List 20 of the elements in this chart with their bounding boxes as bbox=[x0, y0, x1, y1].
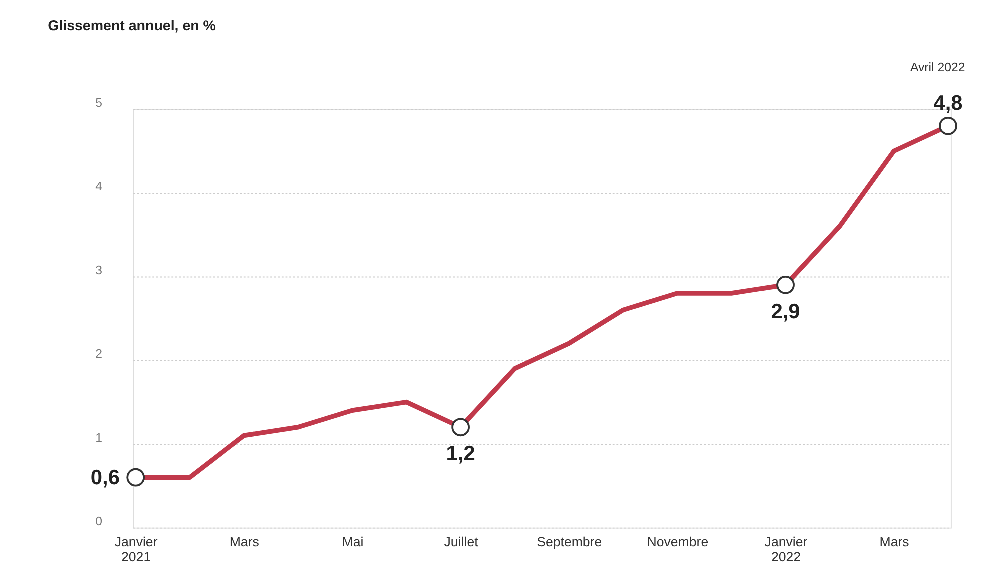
y-tick-label: 4 bbox=[96, 180, 103, 194]
data-label: 1,2 bbox=[446, 442, 476, 466]
y-tick-label: 3 bbox=[96, 263, 103, 278]
data-label: 2,9 bbox=[771, 300, 800, 324]
x-tick-label: Mars bbox=[880, 534, 910, 550]
x-tick-label: Mai bbox=[342, 534, 364, 550]
x-tick-label: Mars bbox=[230, 534, 260, 550]
x-tick-label: Janvier 2021 bbox=[114, 534, 158, 565]
x-tick-label: Novembre bbox=[647, 534, 709, 550]
chart-title: Glissement annuel, en % bbox=[48, 18, 216, 34]
data-label: 4,8 bbox=[934, 92, 963, 115]
data-label: 0,6 bbox=[90, 466, 120, 490]
text: Avril 2022 bbox=[910, 60, 966, 74]
y-tick-label: 1 bbox=[96, 430, 103, 445]
y-tick-label: 2 bbox=[96, 347, 103, 362]
x-tick-label: Juillet bbox=[444, 534, 479, 550]
y-tick-label: 0 bbox=[96, 514, 103, 528]
y-tick-label: 5 bbox=[96, 96, 103, 110]
x-tick-label: Septembre bbox=[537, 534, 602, 550]
x-tick-label: Janvier 2022 bbox=[764, 534, 808, 565]
